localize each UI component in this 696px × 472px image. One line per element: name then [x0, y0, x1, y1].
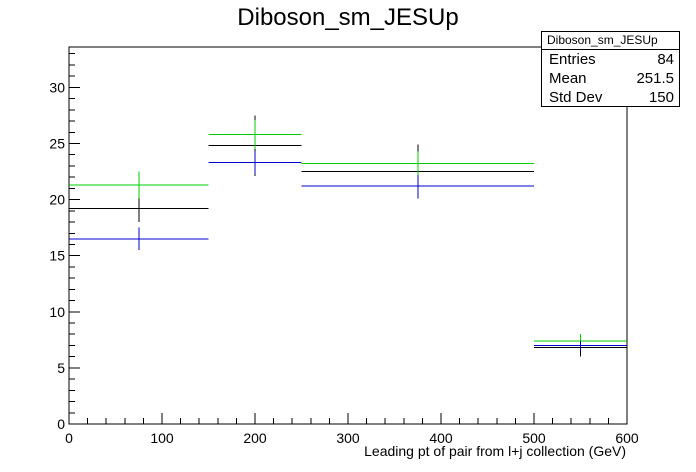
stats-box: Diboson_sm_JESUp Entries 84 Mean 251.5 S… [541, 31, 680, 107]
y-tick-label: 25 [49, 135, 65, 151]
stats-stddev-row: Std Dev 150 [542, 88, 679, 107]
y-tick-label: 10 [49, 304, 65, 320]
y-tick-label: 15 [49, 248, 65, 264]
x-tick-label: 300 [336, 430, 360, 446]
stats-stddev-label: Std Dev [549, 89, 603, 106]
stats-stddev-value: 150 [648, 89, 674, 106]
stats-mean-value: 251.5 [636, 70, 674, 87]
x-tick-label: 0 [65, 430, 73, 446]
y-tick-label: 30 [49, 79, 65, 95]
y-tick-label: 20 [49, 192, 65, 208]
y-tick-label: 5 [57, 360, 65, 376]
chart-title: Diboson_sm_JESUp [237, 4, 459, 31]
x-tick-label: 500 [522, 430, 546, 446]
x-tick-label: 400 [429, 430, 453, 446]
stats-entries-label: Entries [549, 51, 596, 68]
x-tick-label: 600 [615, 430, 639, 446]
stats-entries-row: Entries 84 [542, 50, 679, 69]
x-tick-label: 200 [243, 430, 267, 446]
stats-mean-label: Mean [549, 70, 587, 87]
x-axis-label: Leading pt of pair from l+j collection (… [364, 443, 626, 459]
x-tick-label: 100 [150, 430, 174, 446]
stats-entries-value: 84 [657, 51, 674, 68]
stats-mean-row: Mean 251.5 [542, 69, 679, 88]
y-tick-label: 0 [57, 416, 65, 432]
stats-box-title: Diboson_sm_JESUp [542, 32, 679, 50]
